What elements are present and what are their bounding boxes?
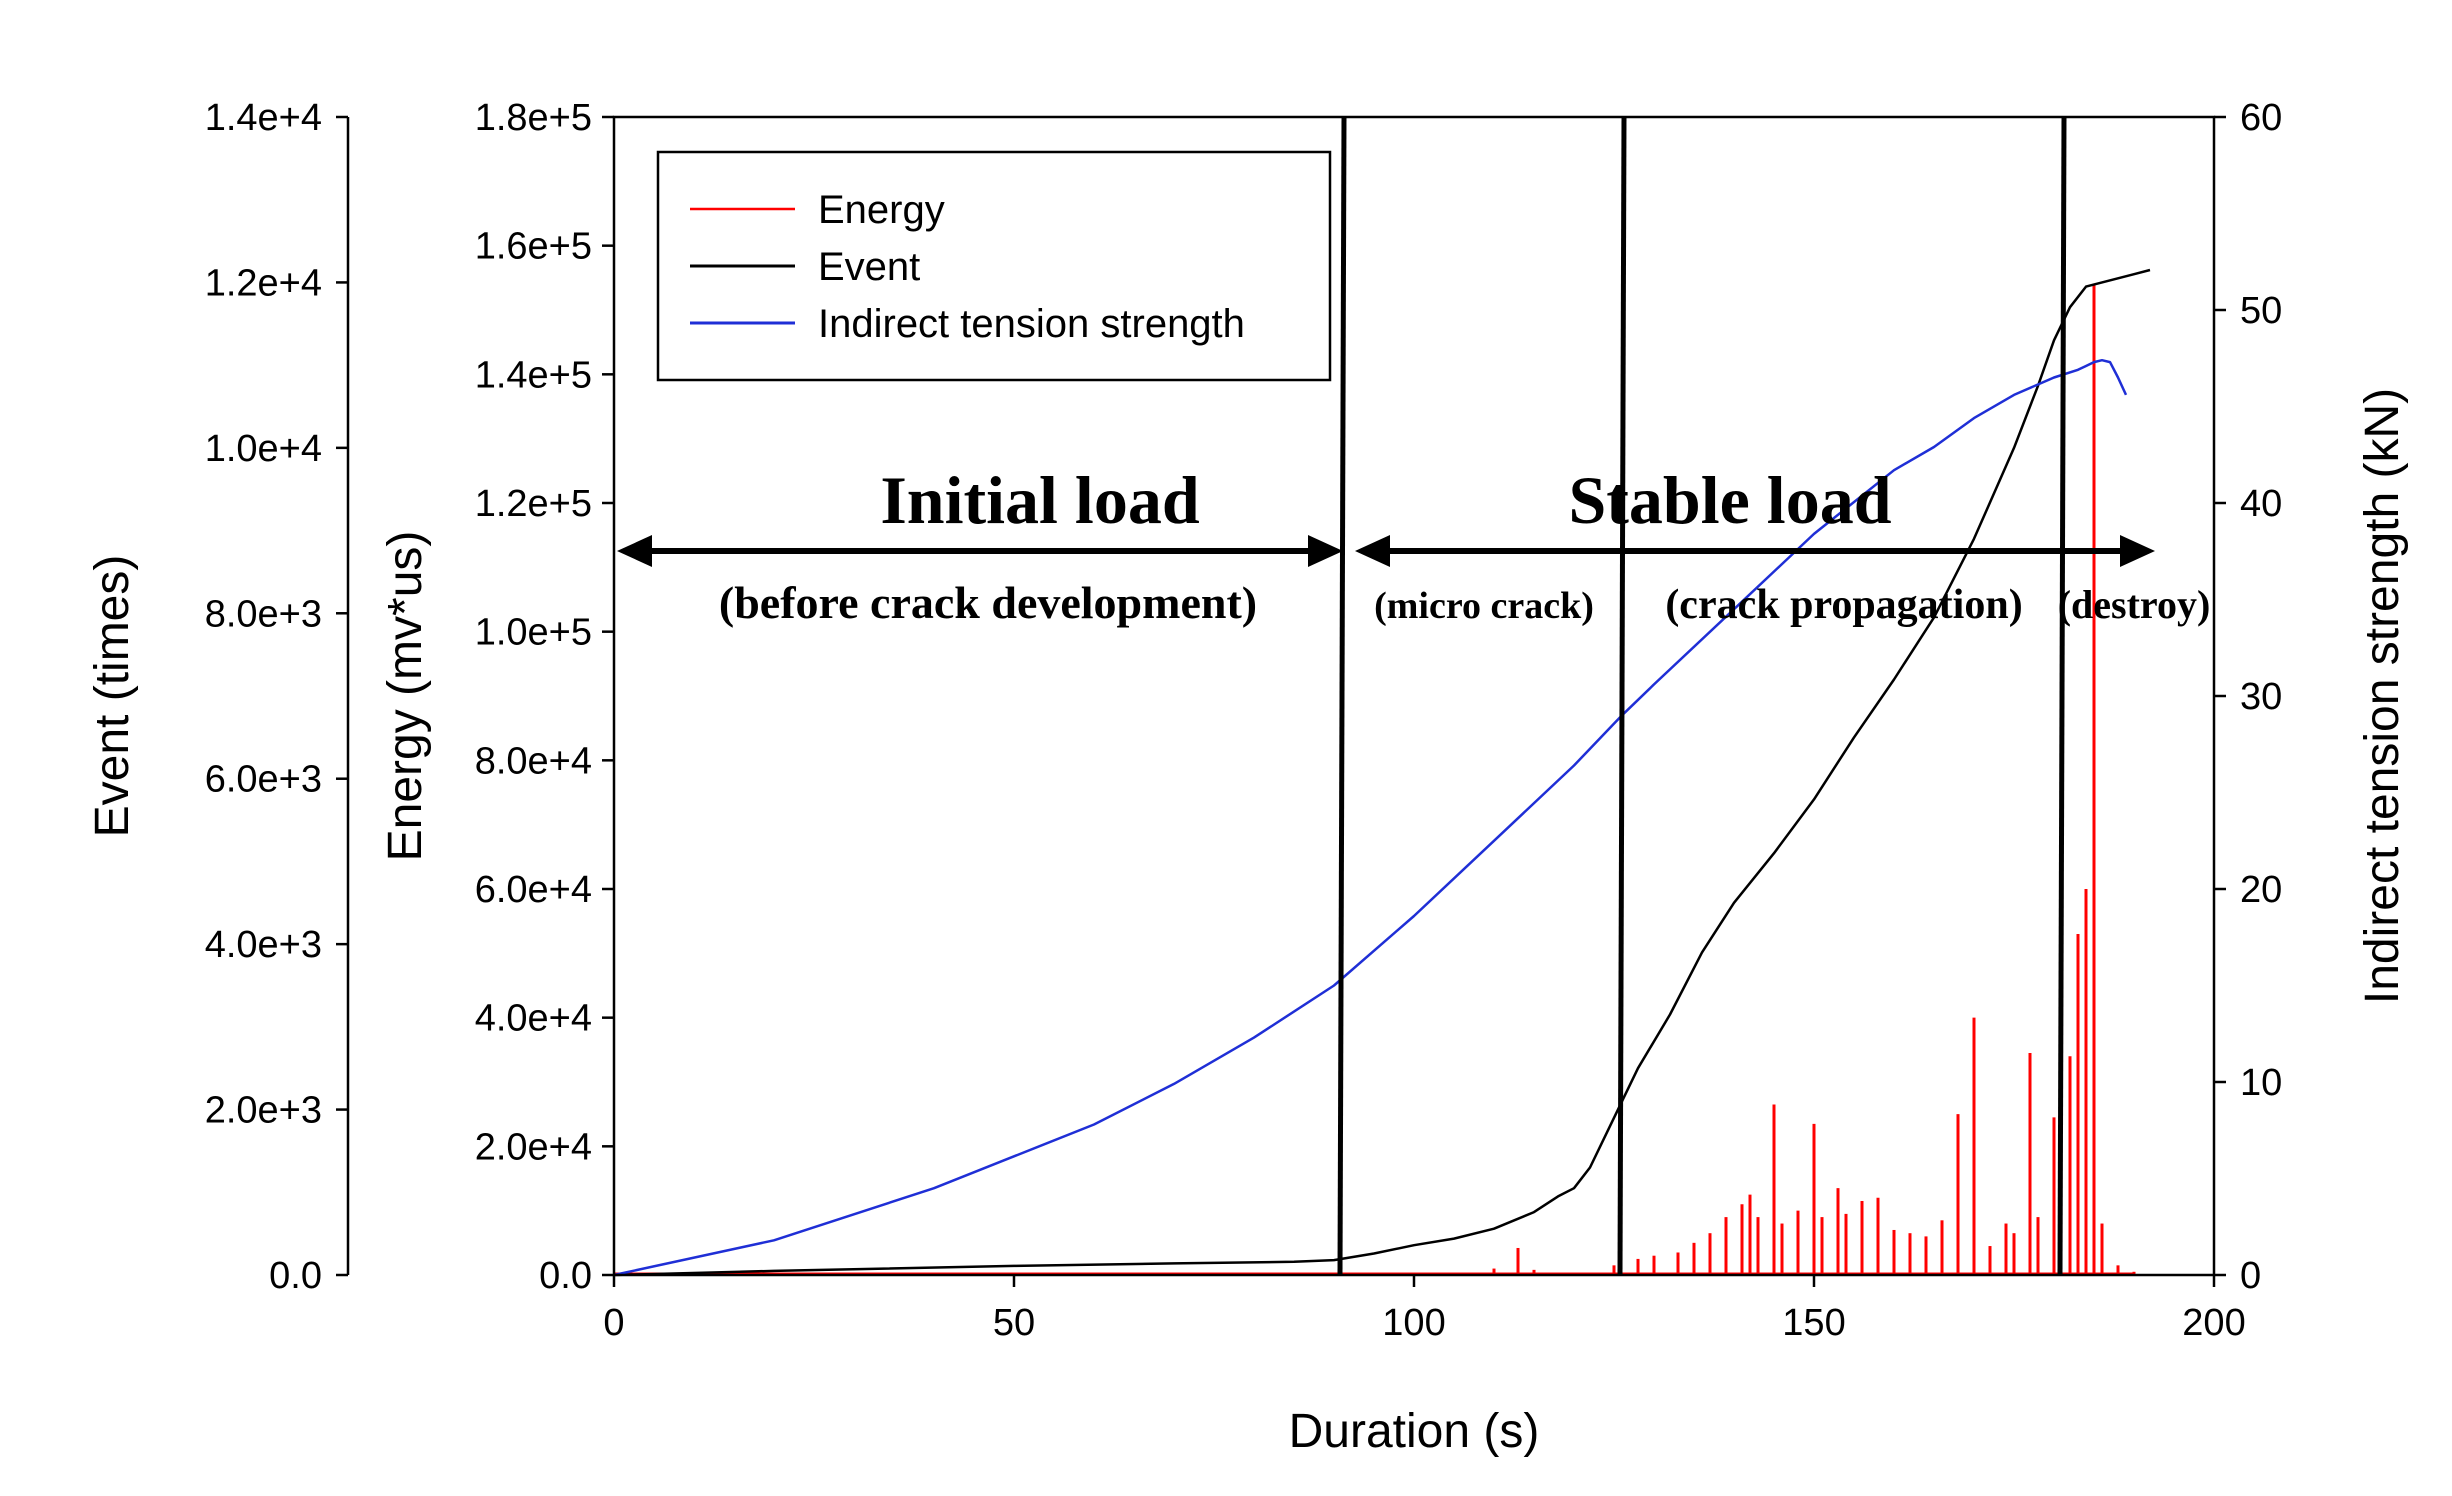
legend-label-event: Event [818,245,920,289]
energy-tick-label: 8.0e+4 [475,740,592,782]
strength-tick-label: 60 [2240,97,2282,139]
energy-tick-label: 1.4e+5 [475,354,592,396]
x-axis-ticks: 0 50 100 150 200 [603,1275,2246,1344]
series-line-event [613,268,2151,1277]
strength-axis-ticks: 0 10 20 30 40 50 60 [2214,97,2282,1297]
series-layer [613,268,2151,1277]
energy-tick-label: 0.0 [539,1255,592,1297]
phase-boundary-line [2057,116,2067,1276]
event-tick-label: 0.0 [269,1255,322,1297]
phase-boundary-line [1617,116,1627,1276]
event-axis-title: Event (times) [86,555,139,838]
phase-boundary-line [1337,116,1347,1276]
strength-axis-title: Indirect tension strength (kN) [2356,388,2409,1004]
energy-axis-ticks: 0.0 2.0e+4 4.0e+4 6.0e+4 8.0e+4 1.0e+5 1.2e+5 1… [475,97,614,1297]
strength-tick-label: 0 [2240,1255,2261,1297]
event-tick-label: 4.0e+3 [205,924,322,966]
energy-axis-title: Energy (mv*us) [379,531,432,862]
crack-propagation-label: (crack propagation) [1665,582,2022,628]
strength-tick-label: 50 [2240,290,2282,332]
event-tick-label: 1.2e+4 [205,262,322,304]
x-tick-label: 100 [1382,1302,1445,1344]
event-axis-ticks: 0.0 2.0e+3 4.0e+3 6.0e+3 8.0e+3 1.0e+4 1.2e+4 1… [205,97,348,1297]
strength-tick-label: 20 [2240,869,2282,911]
strength-tick-label: 30 [2240,676,2282,718]
initial-load-arrow-left-head [617,535,652,567]
energy-tick-label: 6.0e+4 [475,869,592,911]
stable-load-arrow-left-head [1355,535,1390,567]
phase-arrows [617,535,2155,567]
energy-tick-label: 4.0e+4 [475,998,592,1040]
stable-load-arrow-right-head [2120,535,2155,567]
plot-frame [612,115,2216,1277]
event-tick-label: 1.0e+4 [205,428,322,470]
initial-load-arrow-right-head [1308,535,1343,567]
event-tick-label: 2.0e+3 [205,1090,322,1132]
energy-tick-label: 1.8e+5 [475,97,592,139]
event-tick-label: 6.0e+3 [205,759,322,801]
x-tick-label: 150 [1782,1302,1845,1344]
strength-tick-label: 10 [2240,1062,2282,1104]
series-line-strength [613,358,2128,1277]
energy-tick-label: 1.0e+5 [475,612,592,654]
legend-label-strength: Indirect tension strength [818,302,1245,346]
x-axis-title: Duration (s) [1289,1405,1540,1458]
phase-boundaries [1337,116,2067,1276]
initial-load-label: Initial load [880,462,1199,538]
x-tick-label: 200 [2182,1302,2245,1344]
energy-tick-label: 2.0e+4 [475,1126,592,1168]
stable-load-label: Stable load [1568,462,1891,538]
strength-tick-label: 40 [2240,483,2282,525]
x-tick-label: 0 [603,1302,624,1344]
legend: Energy Event Indirect tension strength [656,150,1332,382]
event-tick-label: 1.4e+4 [205,97,322,139]
x-tick-label: 50 [993,1302,1035,1344]
energy-tick-label: 1.2e+5 [475,483,592,525]
event-tick-label: 8.0e+3 [205,593,322,635]
legend-label-energy: Energy [818,188,945,232]
energy-tick-label: 1.6e+5 [475,226,592,268]
before-crack-label: (before crack development) [719,577,1257,628]
micro-crack-label: (micro crack) [1374,585,1594,627]
destroy-label: (destroy) [2058,582,2211,627]
